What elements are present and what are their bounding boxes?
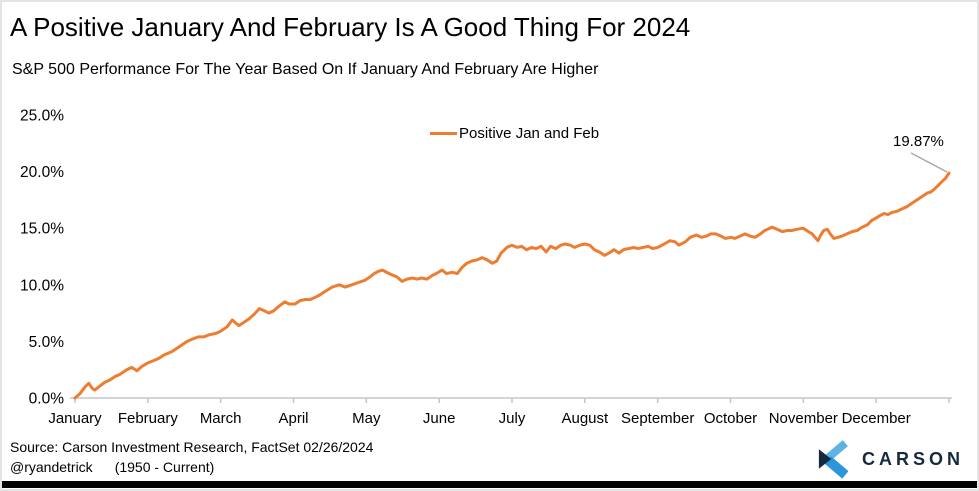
- x-axis-label: June: [423, 410, 456, 427]
- x-axis-label: November: [769, 410, 838, 427]
- x-axis-label: February: [118, 410, 179, 427]
- y-axis-label: 25.0%: [20, 108, 64, 125]
- y-axis-label: 5.0%: [29, 334, 65, 351]
- x-axis-label: May: [352, 410, 381, 427]
- x-axis-label: October: [704, 410, 757, 427]
- x-axis-label: March: [200, 410, 242, 427]
- legend-label: Positive Jan and Feb: [459, 125, 600, 142]
- data-range: (1950 - Current): [114, 459, 215, 475]
- series-line-positive-jan-and-feb: [73, 171, 951, 400]
- chart-subtitle: S&P 500 Performance For The Year Based O…: [12, 61, 599, 78]
- carson-logo-icon: [818, 440, 848, 479]
- x-axis-label: January: [48, 410, 102, 427]
- y-axis-label: 0.0%: [29, 391, 65, 408]
- x-axis-label: April: [278, 410, 308, 427]
- carson-logo: CARSON: [818, 438, 964, 480]
- x-axis-label: August: [561, 410, 609, 427]
- attribution-row: @ryandetrick (1950 - Current): [10, 459, 214, 475]
- x-axis-label: December: [842, 410, 911, 427]
- carson-logo-text: CARSON: [862, 448, 965, 469]
- legend: Positive Jan and Feb: [430, 125, 599, 142]
- legend-line-icon: [430, 132, 457, 135]
- y-axis-label: 15.0%: [20, 221, 64, 238]
- y-axis-label: 20.0%: [20, 164, 64, 181]
- author-handle: @ryandetrick: [10, 459, 93, 475]
- chart-title: A Positive January And February Is A Goo…: [10, 12, 691, 42]
- end-label-leader-line: [910, 152, 948, 173]
- x-axis-label: July: [499, 410, 526, 427]
- y-axis-label: 10.0%: [20, 277, 64, 294]
- bottom-accent-bar: [2, 481, 977, 488]
- source-text: Source: Carson Investment Research, Fact…: [10, 439, 374, 455]
- x-axis-label: September: [621, 410, 694, 427]
- end-value-label: 19.87%: [893, 133, 944, 150]
